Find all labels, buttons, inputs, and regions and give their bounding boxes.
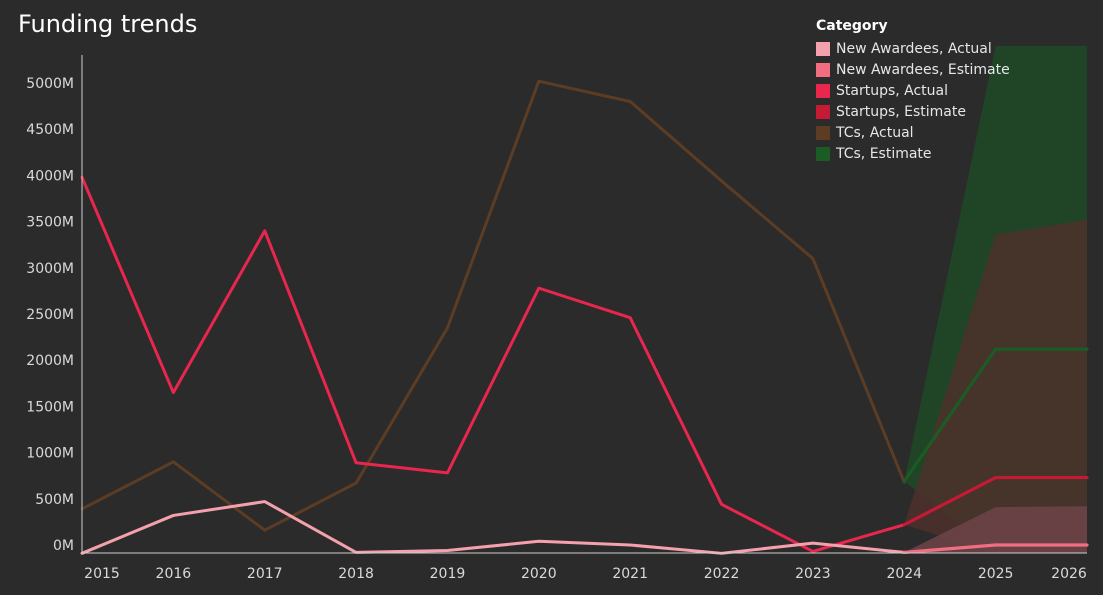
y-axis-ticks: 0M 500M 1000M 1500M 2000M 2500M 3000M 3500M 4000… — [26, 76, 74, 554]
y-tick-label: 4500M — [26, 122, 74, 138]
y-tick-label: 4000M — [26, 168, 74, 184]
legend-label: TCs, Actual — [836, 124, 914, 141]
legend-swatch — [816, 62, 830, 77]
legend: Category New Awardees, Actual New Awardee… — [816, 18, 1010, 164]
y-tick-label: 5000M — [26, 76, 74, 92]
x-tick-label: 2022 — [704, 566, 740, 582]
axes — [81, 55, 1087, 554]
legend-item-new-awardees-actual[interactable]: New Awardees, Actual — [816, 38, 1010, 59]
x-tick-label: 2020 — [521, 566, 557, 582]
y-tick-label: 500M — [35, 492, 74, 508]
x-tick-label: 2023 — [795, 566, 831, 582]
estimate-bands — [904, 46, 1087, 554]
x-tick-label: 2015 — [84, 566, 120, 582]
new-awardees-actual-line — [80, 500, 906, 555]
legend-swatch — [816, 125, 830, 140]
new-awardees-estimate-band — [904, 506, 1087, 554]
legend-item-tcs-actual[interactable]: TCs, Actual — [816, 122, 1010, 143]
x-tick-label: 2026 — [1051, 566, 1087, 582]
x-tick-label: 2019 — [430, 566, 466, 582]
legend-item-startups-actual[interactable]: Startups, Actual — [816, 80, 1010, 101]
legend-item-new-awardees-estimate[interactable]: New Awardees, Estimate — [816, 59, 1010, 80]
y-tick-label: 2000M — [26, 353, 74, 369]
legend-swatch — [816, 83, 830, 98]
x-tick-label: 2025 — [978, 566, 1014, 582]
legend-title: Category — [816, 18, 888, 34]
chart-title: Funding trends — [18, 10, 198, 38]
x-tick-label: 2021 — [612, 566, 648, 582]
legend-items: New Awardees, Actual New Awardees, Estima… — [816, 38, 1010, 164]
x-tick-label: 2016 — [156, 566, 192, 582]
y-tick-label: 0M — [53, 538, 74, 554]
startups-estimate-band — [904, 219, 1087, 554]
legend-label: New Awardees, Estimate — [836, 61, 1010, 78]
y-tick-label: 3000M — [26, 261, 74, 277]
x-tick-label: 2018 — [338, 566, 374, 582]
legend-label: Startups, Estimate — [836, 103, 966, 120]
tcs-actual-line — [80, 79, 906, 532]
legend-swatch — [816, 41, 830, 56]
x-tick-label: 2024 — [886, 566, 922, 582]
x-tick-label: 2017 — [247, 566, 283, 582]
legend-label: TCs, Estimate — [836, 145, 932, 162]
legend-item-tcs-estimate[interactable]: TCs, Estimate — [816, 143, 1010, 164]
startups-actual-line — [80, 175, 906, 553]
legend-swatch — [816, 146, 830, 161]
startups-estimate-line — [902, 475, 1089, 527]
legend-item-startups-estimate[interactable]: Startups, Estimate — [816, 101, 1010, 122]
y-tick-label: 2500M — [26, 307, 74, 323]
y-tick-label: 1000M — [26, 446, 74, 462]
series-lines — [80, 79, 1089, 555]
legend-label: New Awardees, Actual — [836, 40, 992, 57]
y-tick-label: 1500M — [26, 399, 74, 415]
x-axis-ticks: 2015 2016 2017 2018 2019 2020 2021 2022 2023 2024… — [84, 566, 1087, 582]
new-awardees-estimate-line — [902, 543, 1089, 554]
legend-label: Startups, Actual — [836, 82, 949, 99]
legend-swatch — [816, 104, 830, 119]
y-tick-label: 3500M — [26, 215, 74, 231]
tcs-estimate-line — [902, 347, 1089, 483]
